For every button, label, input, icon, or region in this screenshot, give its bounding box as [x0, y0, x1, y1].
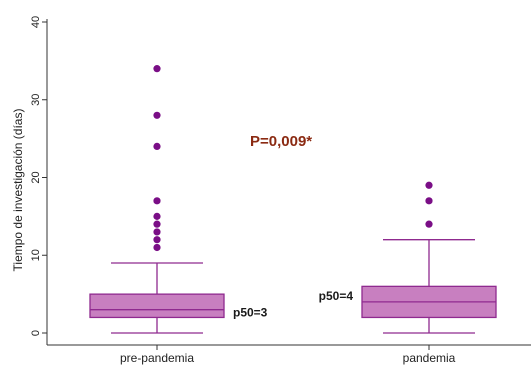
box-pandemia: [361, 239, 497, 334]
y-axis: 0 10 20 30 40: [30, 16, 48, 345]
median-label: p50=3: [233, 306, 268, 320]
labels-group: p50=3 p50=4: [233, 289, 353, 320]
outlier-point: [153, 220, 161, 228]
y-tick-label: 30: [30, 94, 42, 106]
x-axis: pre-pandemia pandemia: [47, 344, 531, 365]
median-label: p50=4: [319, 289, 354, 303]
x-tick-label: pandemia: [403, 351, 456, 365]
outlier-point: [153, 236, 161, 244]
outlier-point: [153, 111, 161, 119]
iqr-box: [89, 293, 225, 319]
p-value-annotation: P=0,009*: [250, 133, 312, 150]
x-tick-label: pre-pandemia: [120, 351, 194, 365]
outlier-point: [425, 181, 433, 189]
outlier-point: [153, 243, 161, 252]
boxes-group: [89, 239, 497, 334]
outlier-point: [153, 142, 161, 150]
outlier-point: [425, 220, 433, 228]
y-tick-label: 0: [30, 330, 42, 336]
outlier-point: [153, 212, 161, 220]
y-tick-label: 40: [30, 16, 42, 28]
outlier-point: [153, 197, 161, 205]
y-axis-title: Tiempo de investigación (días): [11, 109, 25, 272]
outliers-group: [153, 65, 433, 252]
box-pre-pandemia: [89, 262, 225, 334]
y-tick-label: 20: [30, 171, 42, 183]
y-tick-label: 10: [30, 249, 42, 261]
outlier-point: [153, 65, 161, 73]
outlier-point: [153, 228, 161, 236]
outlier-point: [425, 197, 433, 205]
